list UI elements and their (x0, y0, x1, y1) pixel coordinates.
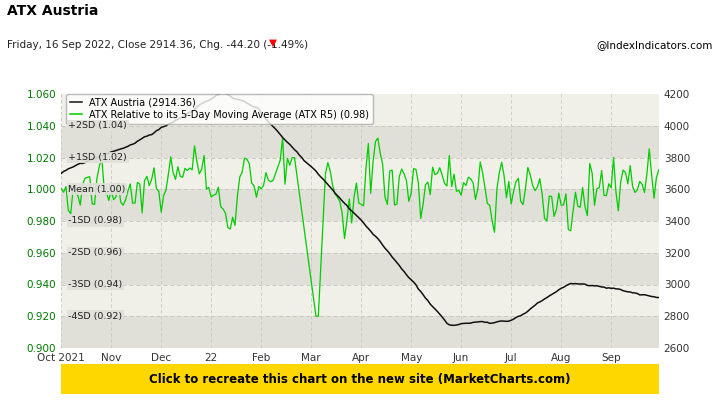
Text: ▼: ▼ (269, 38, 277, 48)
Text: +1SD (1.02): +1SD (1.02) (68, 153, 127, 162)
Text: -4SD (0.92): -4SD (0.92) (68, 312, 122, 321)
Text: Friday, 16 Sep 2022, Close 2914.36, Chg. -44.20 (-1.49%): Friday, 16 Sep 2022, Close 2914.36, Chg.… (7, 40, 308, 50)
Legend: ATX Austria (2914.36), ATX Relative to its 5-Day Moving Average (ATX R5) (0.98): ATX Austria (2914.36), ATX Relative to i… (66, 94, 373, 124)
Text: ATX Austria: ATX Austria (7, 4, 99, 18)
Text: -1SD (0.98): -1SD (0.98) (68, 216, 122, 226)
Text: Mean (1.00): Mean (1.00) (68, 185, 126, 194)
Bar (61, 253, 659, 284)
Bar (61, 316, 659, 348)
Bar (61, 126, 659, 158)
Bar (61, 189, 659, 221)
Text: Click to recreate this chart on the new site (MarketCharts.com): Click to recreate this chart on the new … (149, 372, 571, 386)
Text: +2SD (1.04): +2SD (1.04) (68, 121, 127, 130)
Text: -2SD (0.96): -2SD (0.96) (68, 248, 122, 257)
Text: @IndexIndicators.com: @IndexIndicators.com (596, 40, 713, 50)
Text: -3SD (0.94): -3SD (0.94) (68, 280, 122, 289)
